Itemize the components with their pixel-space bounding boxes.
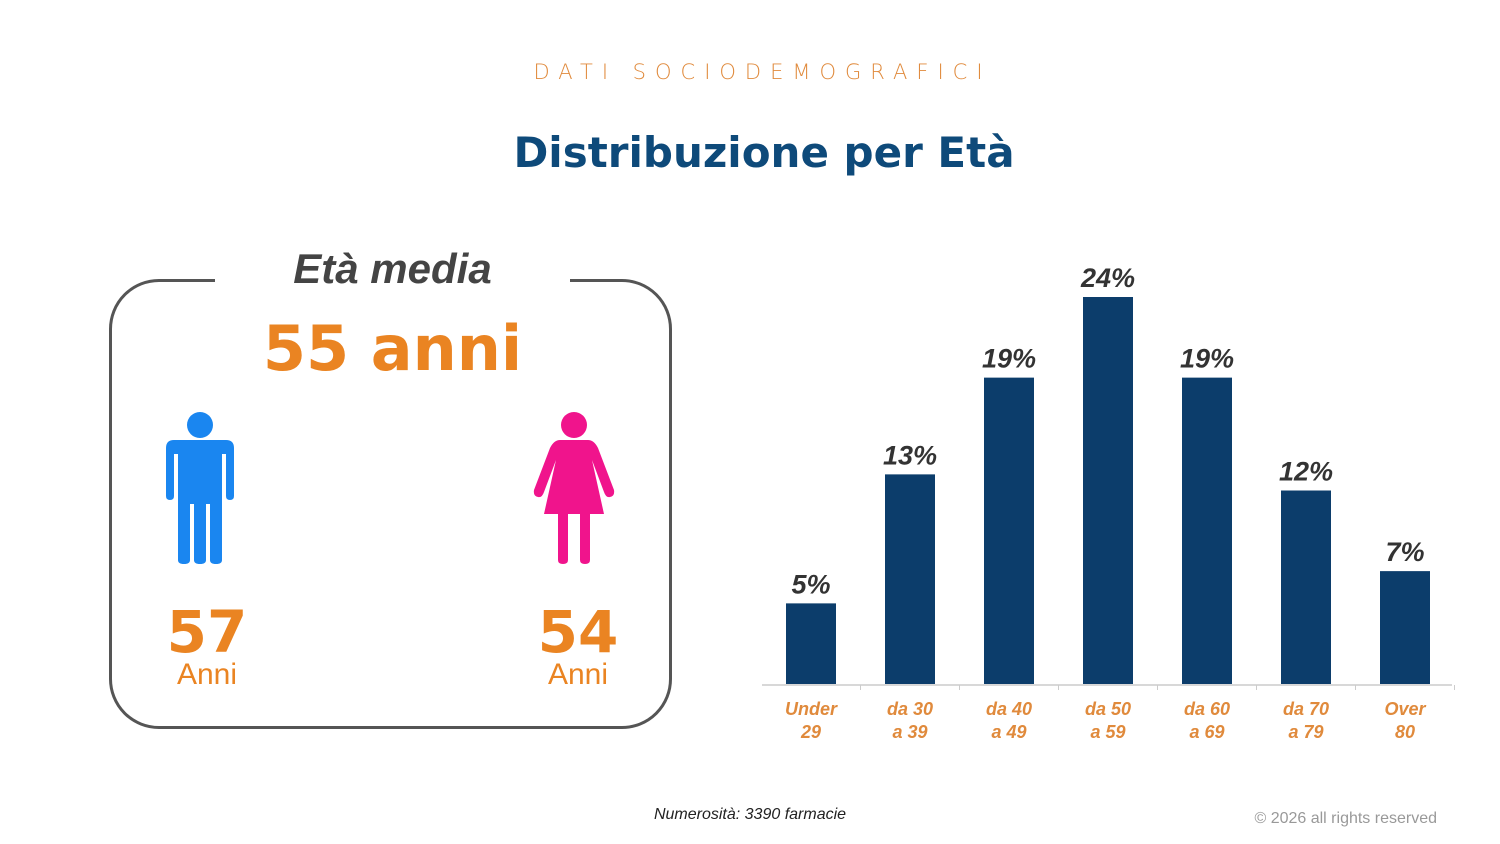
data-label: 12%: [1279, 457, 1333, 487]
average-age-label: Età media: [293, 245, 492, 292]
bar: [1380, 571, 1430, 684]
section-kicker: DATI SOCIODEMOGRAFICI: [533, 60, 992, 84]
x-tick-label: 80: [1395, 722, 1415, 742]
x-tick-label: a 39: [892, 722, 927, 742]
data-label: 19%: [1180, 344, 1234, 374]
data-label: 7%: [1385, 537, 1424, 567]
page-title: Distribuzione per Età: [513, 128, 1015, 177]
data-label: 13%: [883, 440, 937, 470]
data-label: 5%: [791, 569, 830, 599]
x-tick-label: a 59: [1090, 722, 1125, 742]
x-tick-label: Under: [785, 699, 838, 719]
average-age-value: 55 anni: [262, 312, 523, 385]
data-label: 19%: [982, 344, 1036, 374]
bar: [984, 377, 1034, 684]
card-border-gap: [215, 270, 570, 290]
data-label: 24%: [1080, 263, 1135, 293]
x-tick-label: da 50: [1085, 699, 1131, 719]
female-person-icon: [533, 412, 615, 564]
bar: [1083, 297, 1133, 684]
bar: [885, 474, 935, 684]
x-tick-label: da 40: [986, 699, 1032, 719]
x-tick-label: a 69: [1189, 722, 1224, 742]
male-age-unit: Anni: [176, 658, 238, 691]
bar: [1182, 377, 1232, 684]
bar: [786, 603, 836, 684]
x-tick-label: da 30: [887, 699, 933, 719]
x-tick-label: a 49: [991, 722, 1026, 742]
x-tick-label: da 60: [1184, 699, 1230, 719]
x-tick-label: Over: [1384, 699, 1426, 719]
male-person-icon: [166, 412, 234, 564]
female-age-unit: Anni: [547, 658, 609, 691]
x-tick-label: 29: [800, 722, 821, 742]
x-tick-label: da 70: [1283, 699, 1329, 719]
bar: [1281, 490, 1331, 684]
copyright: © 2026 all rights reserved: [1254, 810, 1437, 827]
female-average-age: 54: [537, 598, 619, 666]
sample-size-note: Numerosità: 3390 farmacie: [653, 806, 847, 823]
male-average-age: 57: [166, 598, 248, 666]
x-tick-label: a 79: [1288, 722, 1323, 742]
